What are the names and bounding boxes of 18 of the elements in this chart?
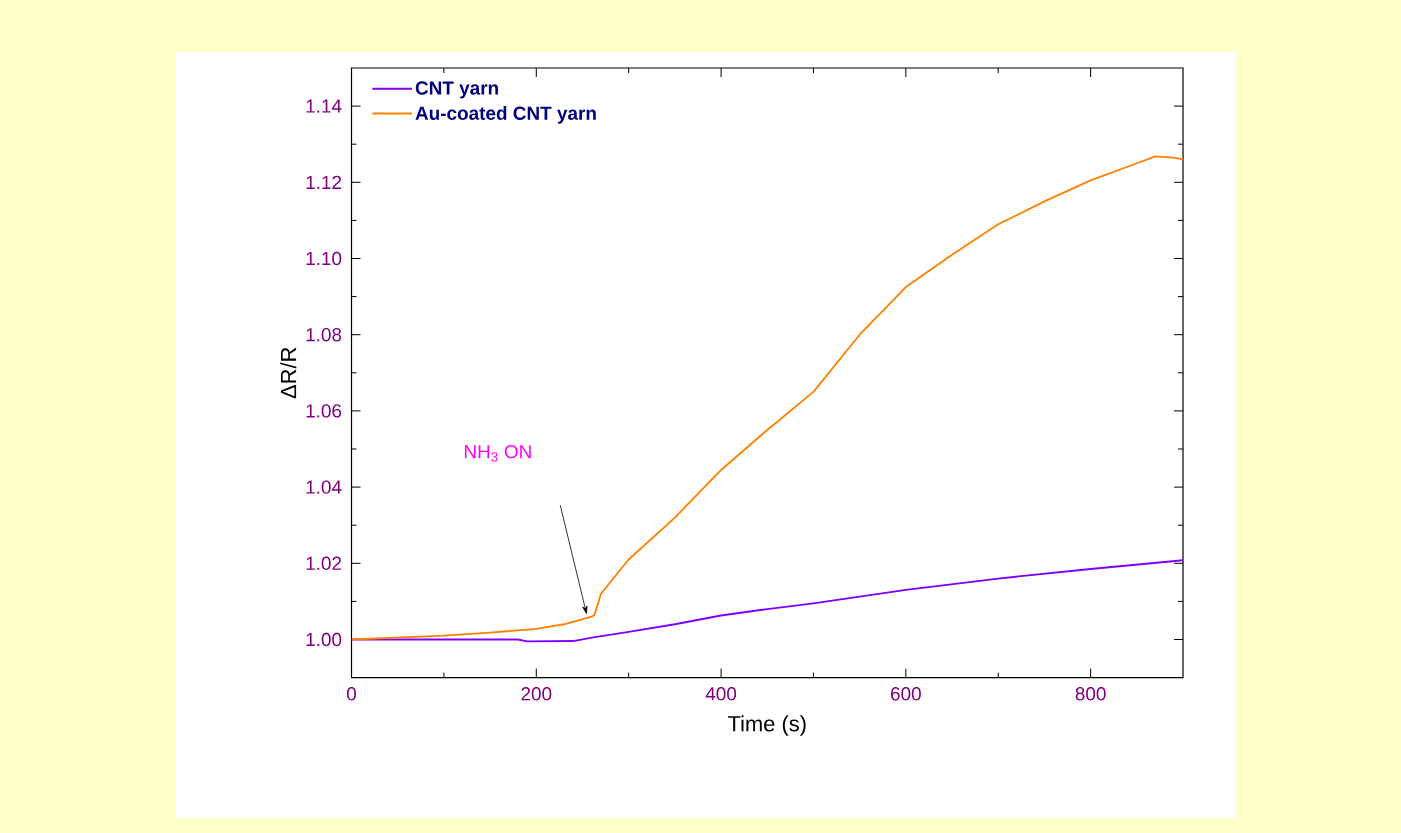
y-tick-label: 1.00: [306, 632, 342, 647]
x-tick-label: 0: [346, 687, 357, 701]
y-tick-label: 1.12: [306, 175, 342, 189]
y-tick-label: 1.04: [306, 480, 342, 494]
y-tick-label: 1.14: [306, 99, 342, 113]
annotation: NH$_{3}$ ON: [464, 444, 531, 462]
x-axis-title: Time (s): [727, 715, 806, 736]
x-tick-label: 400: [705, 687, 737, 701]
y-tick-label: 1.02: [306, 556, 342, 570]
y-axis-title: ΔR/R: [280, 347, 297, 399]
y-tick-label: 1.10: [306, 251, 342, 266]
x-tick-label: 200: [521, 687, 552, 701]
y-tick-label: 1.08: [306, 327, 342, 342]
x-tick-label: 800: [1075, 687, 1106, 701]
legend-label: CNT yarn: [415, 81, 498, 99]
legend-label: Au-coated CNT yarn: [415, 106, 596, 124]
x-tick-label: 600: [891, 687, 921, 701]
y-tick-label: 1.06: [306, 404, 342, 418]
